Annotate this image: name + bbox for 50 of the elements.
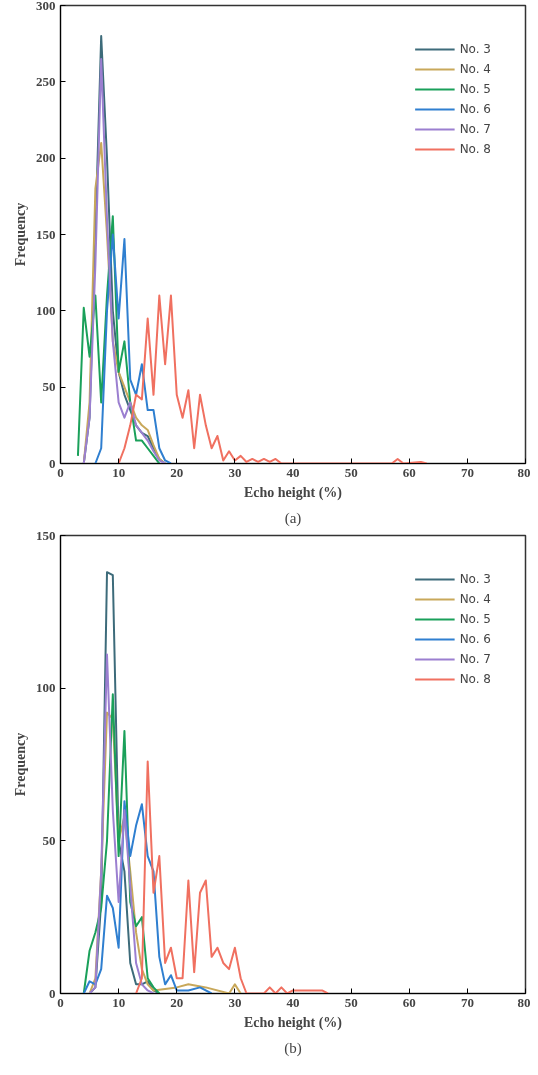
legend-label: No. 4 (459, 592, 491, 606)
legend-label: No. 7 (459, 122, 491, 136)
y-tick-label: 50 (42, 379, 56, 395)
legend-label: No. 8 (459, 672, 491, 686)
legend-label: No. 3 (459, 42, 491, 56)
line-series (94, 233, 172, 464)
x-tick-label: 10 (112, 464, 126, 480)
x-tick-label: 20 (170, 994, 184, 1010)
legend-label: No. 6 (459, 102, 491, 116)
x-tick-label: 70 (460, 464, 474, 480)
x-tick-label: 50 (344, 994, 358, 1010)
y-tick-label: 50 (42, 832, 56, 848)
x-axis-title: Echo height (%) (244, 1014, 343, 1031)
y-axis-title: Frequency (13, 202, 28, 267)
x-tick-label: 20 (170, 464, 184, 480)
x-tick-label: 40 (286, 464, 300, 480)
legend-label: No. 6 (459, 632, 491, 646)
x-tick-label: 30 (228, 994, 242, 1010)
y-tick-label: 100 (36, 302, 56, 318)
legend-label: No. 3 (459, 572, 491, 586)
y-tick-label: 150 (36, 527, 56, 543)
x-tick-label: 60 (402, 464, 416, 480)
legend-label: No. 4 (459, 62, 491, 76)
text: (b) (284, 1039, 302, 1057)
legend-label: No. 8 (459, 142, 491, 156)
legend-label: No. 7 (459, 652, 491, 666)
x-tick-label: 40 (286, 994, 300, 1010)
x-tick-label: 30 (228, 464, 242, 480)
y-axis-title: Frequency (13, 732, 28, 797)
legend-label: No. 5 (459, 612, 491, 626)
text: (a) (284, 509, 302, 527)
line-series (88, 653, 155, 994)
x-tick-label: 80 (517, 464, 531, 480)
x-tick-label: 10 (112, 994, 126, 1010)
line-series (82, 693, 161, 994)
x-axis-title: Echo height (%) (244, 484, 343, 501)
x-tick-label: 50 (344, 464, 358, 480)
y-tick-label: 150 (36, 226, 56, 242)
y-tick-label: 200 (36, 150, 56, 166)
y-tick-label: 100 (36, 680, 56, 696)
line-series (117, 294, 428, 464)
line-series (82, 800, 213, 994)
y-tick-label: 250 (36, 73, 56, 89)
y-tick-label: 300 (36, 0, 56, 13)
x-tick-label: 70 (460, 994, 474, 1010)
x-tick-label: 80 (517, 994, 531, 1010)
line-series (76, 215, 161, 464)
line-series (135, 760, 329, 994)
legend-label: No. 5 (459, 82, 491, 96)
x-tick-label: 60 (402, 994, 416, 1010)
